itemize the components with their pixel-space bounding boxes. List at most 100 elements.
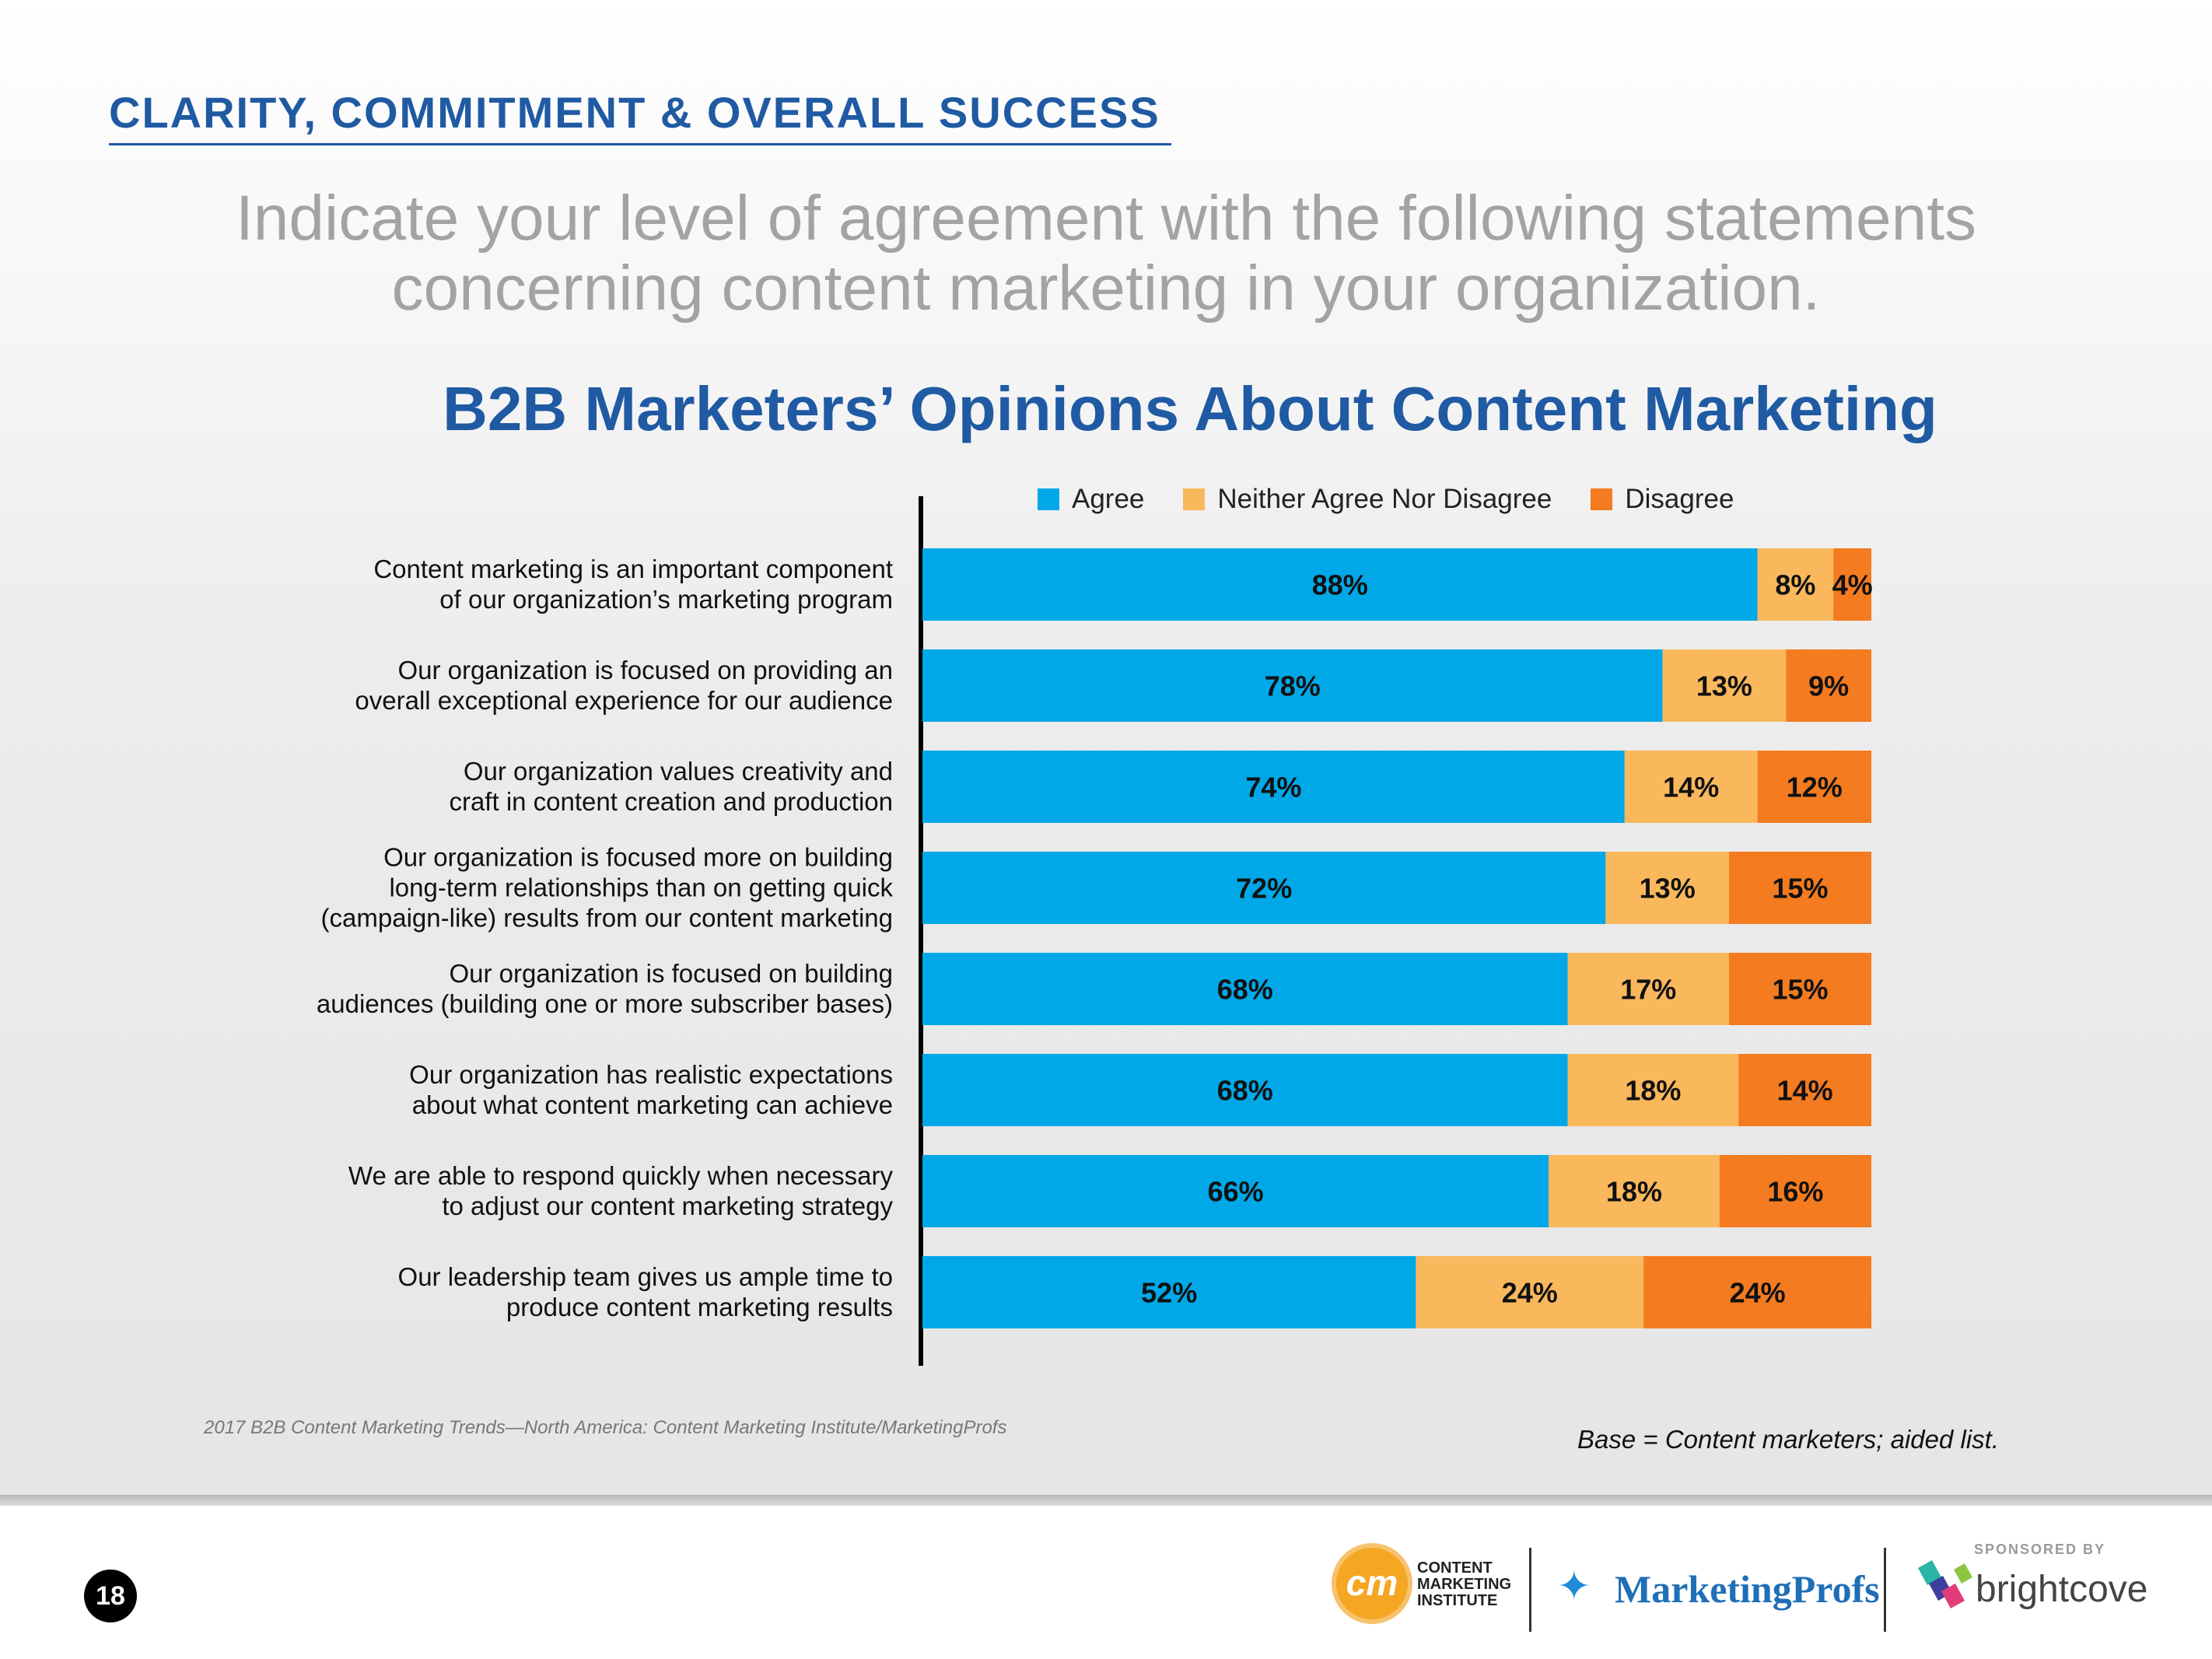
data-label: 72% [1236,873,1292,905]
data-label: 66% [1208,1176,1264,1208]
bar-segment-disagree [1729,953,1871,1025]
bar-segment-agree [922,649,1663,722]
source-note: 2017 B2B Content Marketing Trends—North … [204,1417,1007,1438]
data-label: 12% [1787,772,1843,803]
sponsored-by-label: SPONSORED BY [1974,1542,2106,1557]
category-label-line: We are able to respond quickly when nece… [348,1161,894,1190]
category-label: Our leadership team gives us ample time … [398,1262,893,1321]
page-number: 18 [84,1570,137,1622]
data-label: 14% [1663,772,1719,803]
chart-title: B2B Marketers’ Opinions About Content Ma… [443,374,1937,443]
bar-segment-neutral [1567,1054,1739,1126]
category-label-line: Our organization is focused on providing… [397,656,893,684]
bar-segment-neutral [1757,548,1834,621]
category-label-line: to adjust our content marketing strategy [442,1192,893,1220]
bar-segment-disagree [1757,751,1871,823]
bar-segment-agree [922,1155,1549,1227]
cmi-logo-icon: cm [1332,1543,1412,1624]
survey-question-line-2: concerning content marketing in your org… [391,253,1821,324]
category-label-line: Our leadership team gives us ample time … [398,1262,893,1291]
legend-item-disagree: Disagree [1591,484,1734,515]
bar-segment-agree [922,1256,1416,1328]
data-label: 14% [1777,1075,1833,1107]
category-label-line: Our organization has realistic expectati… [409,1060,893,1089]
data-label: 13% [1640,873,1696,905]
brightcove-icon [1918,1560,1972,1608]
data-label: 4% [1832,569,1873,601]
data-label: 78% [1265,670,1321,702]
bar-segment-disagree [1786,649,1871,722]
cmi-logo-line-3: INSTITUTE [1417,1592,1498,1609]
category-label-line: (campaign-like) results from our content… [321,904,893,933]
data-label: 74% [1245,772,1301,803]
category-label: Our organization is focused on providing… [355,656,893,715]
footer-divider [0,1495,2212,1506]
category-label: We are able to respond quickly when nece… [348,1161,894,1220]
bar-segment-agree [922,548,1758,621]
data-label: 13% [1696,670,1752,702]
bar-segment-neutral [1549,1155,1720,1227]
cmi-logo-line-1: CONTENT [1417,1559,1493,1577]
data-label: 8% [1775,569,1815,601]
bar-segment-neutral [1624,751,1758,823]
bar-segment-neutral [1567,953,1729,1025]
legend-label-agree: Agree [1072,484,1145,514]
legend-swatch-disagree [1591,488,1613,510]
category-label: Our organization is focused on building a… [317,959,893,1018]
bar-segment-neutral [1605,852,1729,924]
legend-swatch-agree [1038,488,1059,510]
category-label-line: about what content marketing can achieve [412,1090,893,1119]
bar-segment-neutral [1662,649,1787,722]
bar-segment-disagree [1643,1256,1871,1328]
section-title: CLARITY, COMMITMENT & OVERALL SUCCESS [109,88,1160,137]
section-title-underline [109,143,1171,145]
legend-item-agree: Agree [1038,484,1144,515]
logo-divider-2 [1884,1548,1886,1632]
legend-label-neutral: Neither Agree Nor Disagree [1217,484,1552,514]
category-label-line: Our organization is focused on building [449,959,893,988]
bar-segment-disagree [1719,1155,1871,1227]
category-label: Our organization has realistic expectati… [409,1060,893,1119]
data-label: 15% [1772,873,1828,905]
data-label: 24% [1502,1277,1558,1309]
cmi-logo-line-2: MARKETING [1417,1576,1512,1593]
survey-question-line-1: Indicate your level of agreement with th… [236,183,1976,254]
data-label: 52% [1141,1277,1197,1309]
data-label: 16% [1767,1176,1823,1208]
chart-legend: Agree Neither Agree Nor Disagree Disagre… [1038,484,1773,515]
category-label-line: Our organization values creativity and [464,757,893,786]
data-label: 24% [1730,1277,1786,1309]
category-label-line: Our organization is focused more on buil… [383,843,893,872]
bar-segment-neutral [1416,1256,1644,1328]
category-label-line: craft in content creation and production [449,787,893,816]
category-label: Our organization values creativity and cr… [449,757,893,816]
category-label-line: audiences (building one or more subscrib… [317,989,893,1018]
marketingprofs-bird-icon: ✦ [1557,1564,1591,1609]
cmi-logo-text: CONTENT MARKETING INSTITUTE [1417,1560,1511,1609]
bar-segment-disagree [1729,852,1871,924]
bar-segment-agree [922,1054,1568,1126]
data-label: 18% [1625,1075,1681,1107]
bar-segment-agree [922,953,1568,1025]
brightcove-logo: brightcove [1976,1569,2148,1610]
legend-item-neutral: Neither Agree Nor Disagree [1183,484,1552,515]
category-label: Content marketing is an important compon… [373,555,893,614]
data-label: 18% [1606,1176,1662,1208]
category-label-line: of our organization’s marketing program [439,585,893,614]
bar-segment-disagree [1833,548,1871,621]
slide-background [0,0,2212,1497]
logo-divider-1 [1529,1548,1531,1632]
data-label: 68% [1217,974,1273,1006]
data-label: 9% [1808,670,1849,702]
category-label-line: overall exceptional experience for our a… [355,686,893,715]
category-label-line: long-term relationships than on getting … [389,873,893,902]
category-label: Our organization is focused more on buil… [321,843,894,933]
marketingprofs-logo: MarketingProfs [1615,1567,1880,1611]
base-note: Base = Content marketers; aided list. [1577,1425,2000,1454]
survey-question: Indicate your level of agreement with th… [0,184,2212,324]
bar-segment-agree [922,751,1625,823]
legend-label-disagree: Disagree [1625,484,1734,514]
stacked-bar-chart: Content marketing is an important compon… [317,496,1873,1366]
legend-swatch-neutral [1183,488,1206,510]
category-label-line: Content marketing is an important compon… [373,555,893,583]
